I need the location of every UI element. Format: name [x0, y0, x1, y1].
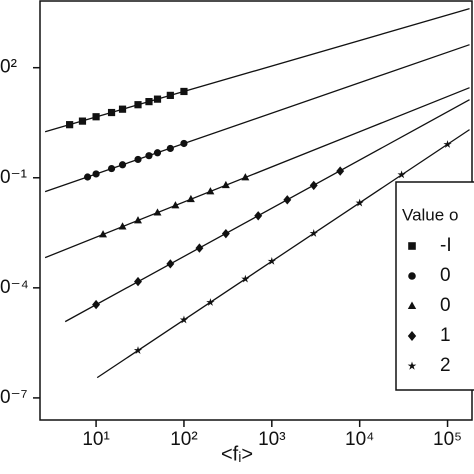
data-point: [221, 180, 230, 189]
data-point: [283, 195, 292, 205]
data-point: [153, 95, 162, 103]
data-point: [180, 139, 188, 148]
data-point: [206, 187, 215, 195]
x-axis-label: <fᵢ>: [221, 443, 253, 465]
data-point: [92, 113, 100, 121]
data-point: [145, 98, 153, 106]
data-point: [92, 170, 100, 178]
data-point: [92, 299, 101, 310]
legend-label: 0: [440, 265, 451, 286]
data-point: [153, 149, 162, 157]
data-point: [241, 173, 250, 181]
legend-label: 1: [440, 325, 451, 346]
x-tick-label: 10⁵: [433, 429, 462, 450]
data-point: [171, 201, 180, 209]
data-point: [186, 194, 195, 203]
legend-marker: [408, 272, 416, 280]
data-point: [118, 161, 127, 169]
data-point: [134, 155, 142, 164]
data-point: [179, 315, 189, 324]
data-point: [355, 198, 364, 207]
data-point: [309, 229, 318, 237]
data-point: [99, 230, 108, 238]
data-point: [134, 276, 142, 287]
x-tick-label: 10³: [258, 429, 285, 450]
fit-line: [96, 129, 470, 379]
legend-marker: [407, 301, 417, 310]
data-point: [83, 173, 92, 181]
y-tick-label: 0⁻⁷: [0, 387, 28, 408]
data-point: [180, 87, 188, 96]
legend-box: [395, 181, 474, 391]
y-tick-label: 0²: [0, 57, 17, 78]
legend-marker: [407, 361, 417, 370]
data-point: [443, 140, 452, 148]
legend-label: -I: [440, 235, 452, 256]
data-point: [336, 166, 345, 176]
data-point: [206, 298, 215, 306]
x-tick-label: 10¹: [82, 429, 109, 450]
data-point: [166, 259, 175, 269]
data-point: [267, 256, 276, 265]
data-point: [166, 91, 174, 99]
data-point: [309, 180, 318, 191]
data-point: [118, 222, 127, 230]
data-point: [153, 208, 162, 216]
data-point: [145, 152, 153, 160]
y-tick-label: 0⁻¹: [0, 167, 27, 188]
legend-label: 0: [440, 295, 451, 316]
legend-title: Value o: [402, 205, 458, 224]
data-point: [134, 101, 142, 109]
data-point: [107, 164, 116, 173]
legend-marker: [407, 331, 417, 341]
y-tick-label: 0⁻⁴: [0, 277, 29, 298]
data-point: [195, 243, 204, 253]
x-tick-label: 10²: [170, 429, 197, 450]
data-point: [118, 105, 127, 113]
legend-marker: [408, 242, 416, 250]
data-point: [78, 117, 87, 125]
data-point: [107, 108, 116, 117]
data-point: [134, 216, 142, 224]
data-point: [221, 228, 230, 239]
data-point: [397, 170, 406, 179]
data-point: [66, 121, 74, 129]
x-tick-label: 10⁴: [345, 429, 374, 450]
legend-label: 2: [440, 355, 451, 376]
data-point: [133, 346, 143, 354]
data-point: [241, 274, 250, 283]
data-point: [166, 144, 174, 153]
fit-line: [44, 8, 470, 133]
fit-line: [44, 87, 470, 259]
fit-line: [44, 44, 470, 193]
data-point: [254, 211, 263, 221]
fit-line: [64, 99, 470, 323]
